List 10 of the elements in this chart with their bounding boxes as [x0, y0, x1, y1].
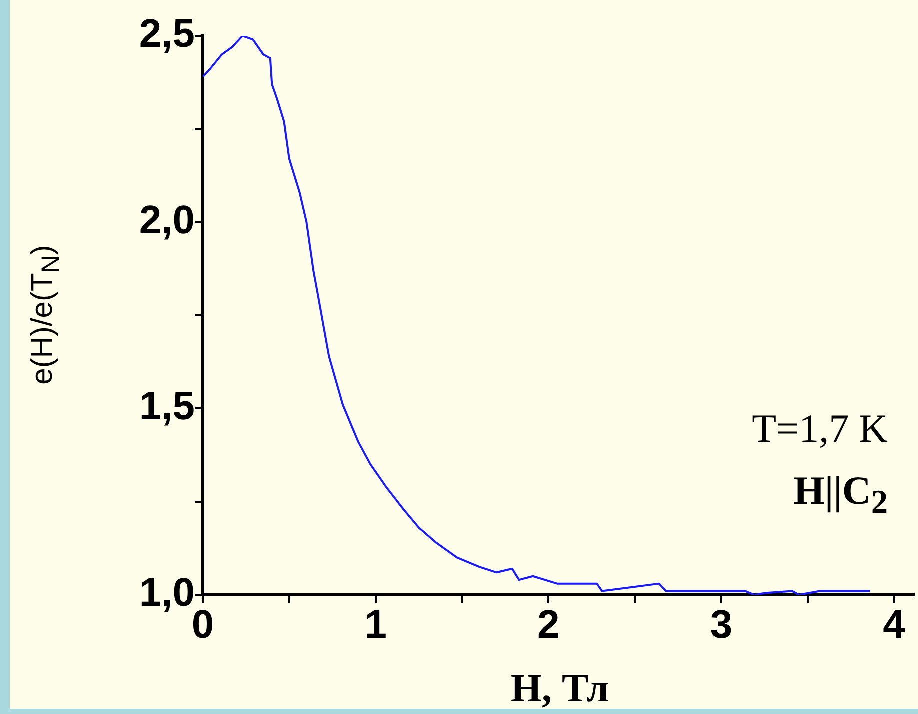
x-tick-label: 1 [364, 603, 387, 648]
x-tick-label: 3 [710, 603, 733, 648]
x-tick-label: 2 [538, 603, 560, 648]
annotation: H||C$_{2}$ [794, 467, 888, 522]
y-tick-label: 2,0 [139, 198, 195, 242]
x-axis-title: H, Тл [510, 664, 610, 712]
y-tick-label: 1,5 [139, 384, 195, 429]
x-tick-label: 4 [883, 603, 906, 648]
annotation: T=1,7 K [752, 405, 888, 452]
y-tick-label: 2,5 [139, 12, 195, 56]
